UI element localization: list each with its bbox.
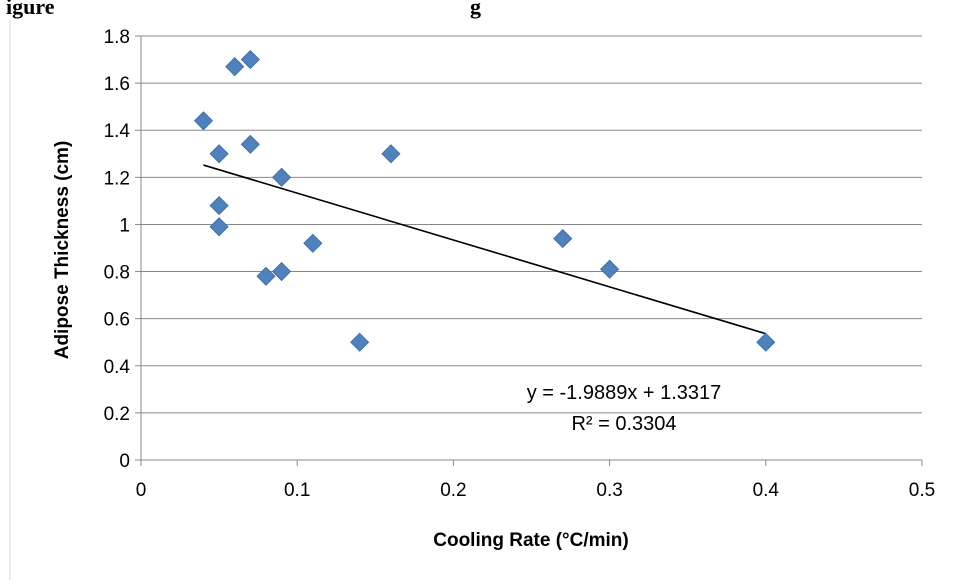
data-point bbox=[240, 134, 260, 154]
data-point bbox=[381, 144, 401, 164]
data-point bbox=[756, 332, 776, 352]
y-tick-label: 1.2 bbox=[104, 168, 130, 189]
y-tick-label: 1.6 bbox=[104, 74, 130, 95]
x-tick-label: 0.2 bbox=[440, 480, 466, 501]
data-point bbox=[303, 233, 323, 253]
trendline-group bbox=[203, 164, 767, 335]
y-tick-label: 1.4 bbox=[104, 121, 131, 142]
data-point bbox=[553, 229, 573, 249]
data-point bbox=[600, 259, 620, 279]
y-tick-label: 0.6 bbox=[104, 310, 130, 331]
data-point bbox=[272, 167, 292, 187]
data-point bbox=[225, 57, 245, 77]
data-point bbox=[193, 111, 214, 131]
y-tick-label: 0.2 bbox=[104, 404, 130, 425]
y-axis-title: Adipose Thickness (cm) bbox=[52, 141, 73, 360]
data-point bbox=[350, 332, 370, 352]
x-tick-label: 0.3 bbox=[596, 480, 622, 501]
x-tick-labels: 0 0.1 0.2 0.3 0.4 0.5 bbox=[136, 480, 936, 501]
top-caption-partial-left: igure bbox=[6, 0, 55, 19]
y-tick-label: 0 bbox=[119, 451, 130, 472]
y-tick-labels: 0 0.2 0.4 0.6 0.8 1 1.2 1.4 1.6 1.8 bbox=[104, 27, 131, 472]
x-tick-label: 0 bbox=[136, 480, 147, 501]
x-tick-label: 0.4 bbox=[753, 480, 780, 501]
data-points bbox=[193, 49, 776, 352]
data-point bbox=[256, 266, 276, 286]
x-tick-label: 0.5 bbox=[909, 480, 935, 501]
data-point bbox=[272, 261, 292, 282]
top-caption-partial-right: g bbox=[470, 0, 481, 19]
trendline-r-squared: R² = 0.3304 bbox=[571, 413, 676, 435]
y-tick-label: 0.8 bbox=[104, 263, 130, 284]
grid-lines bbox=[141, 35, 922, 414]
data-point bbox=[209, 196, 229, 216]
y-tick-label: 0.4 bbox=[104, 357, 131, 378]
y-tick-label: 1.8 bbox=[104, 27, 130, 48]
data-point bbox=[209, 217, 229, 237]
axes bbox=[135, 35, 923, 466]
x-tick-label: 0.1 bbox=[284, 480, 310, 501]
data-point bbox=[209, 144, 229, 164]
data-point bbox=[240, 49, 260, 70]
trendline-equation: y = -1.9889x + 1.3317 bbox=[527, 382, 722, 404]
y-tick-label: 1 bbox=[119, 215, 130, 236]
trendline bbox=[203, 164, 767, 335]
x-axis-title: Cooling Rate (°C/min) bbox=[433, 530, 628, 551]
